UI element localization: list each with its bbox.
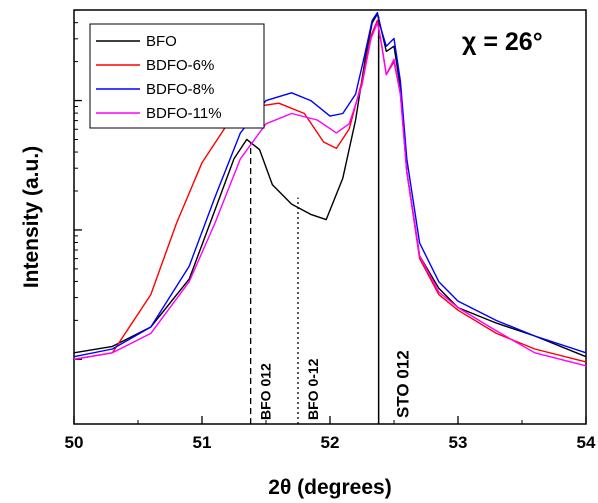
series-line [73, 22, 587, 367]
y-ticks [74, 9, 82, 360]
reference-line-label: BFO 0-12 [305, 358, 321, 420]
x-axis-title: 2θ (degrees) [268, 476, 391, 499]
legend-label: BDFO-6% [146, 57, 214, 74]
x-tick-label: 53 [449, 433, 468, 452]
legend-label: BDFO-8% [146, 81, 214, 98]
x-tick-label: 51 [193, 433, 212, 452]
reference-lines: BFO 012 BFO 0-12 STO 012 [249, 16, 413, 424]
legend: BFO BDFO-6% BDFO-8% BDFO-11% [89, 23, 265, 129]
series-line [73, 19, 587, 363]
x-tick-label: 52 [321, 433, 340, 452]
legend-label: BFO [146, 33, 177, 50]
x-ticks: 50 51 52 53 54 [65, 416, 596, 452]
chi-annotation: χ = 26° [462, 28, 543, 56]
reference-line-label: STO 012 [394, 350, 413, 418]
x-tick-label: 54 [577, 433, 596, 452]
reference-line-label: BFO 012 [258, 363, 274, 420]
series-line [73, 11, 587, 358]
x-tick-label: 50 [65, 433, 84, 452]
series-group [73, 11, 587, 367]
y-axis-title: Intensity (a.u.) [20, 146, 43, 288]
legend-items: BFO BDFO-6% BDFO-8% BDFO-11% [96, 33, 222, 122]
legend-label: BDFO-11% [146, 105, 222, 122]
